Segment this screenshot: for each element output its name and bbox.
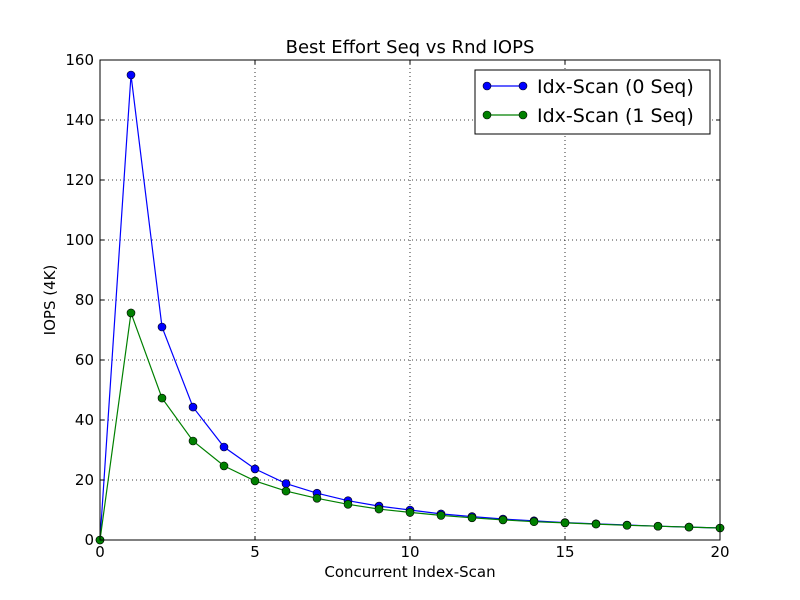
data-point xyxy=(157,322,167,332)
data-point xyxy=(188,402,198,412)
data-point xyxy=(684,522,694,532)
legend-marker xyxy=(482,110,492,120)
y-axis-label: IOPS (4K) xyxy=(41,265,59,336)
data-point xyxy=(188,436,198,446)
x-tick-label: 10 xyxy=(400,543,419,561)
data-point xyxy=(126,308,136,318)
legend-marker xyxy=(518,81,528,91)
data-point xyxy=(250,464,260,474)
data-point xyxy=(653,521,663,531)
grid xyxy=(100,60,720,540)
x-axis-label: Concurrent Index-Scan xyxy=(324,563,495,581)
data-point xyxy=(591,519,601,529)
data-point xyxy=(157,393,167,403)
legend-box xyxy=(474,69,711,135)
y-tick-label: 160 xyxy=(65,51,94,69)
y-tick-label: 40 xyxy=(75,411,94,429)
x-tick-label: 5 xyxy=(250,543,260,561)
series-layer xyxy=(95,70,725,545)
data-point xyxy=(405,508,415,517)
legend: Idx-Scan (0 Seq) Idx-Scan (1 Seq) xyxy=(474,69,711,135)
data-point xyxy=(281,479,291,488)
data-point xyxy=(219,442,229,452)
data-point xyxy=(250,476,260,486)
data-point xyxy=(622,520,632,530)
y-tick-label: 60 xyxy=(75,351,94,369)
y-tick-label: 120 xyxy=(65,171,94,189)
data-point xyxy=(126,70,136,80)
ticks: 0 5 10 15 20 0 20 40 60 80 100 120 140 160 xyxy=(65,51,729,561)
y-tick-label: 100 xyxy=(65,231,94,249)
legend-label: Idx-Scan (0 Seq) xyxy=(537,76,694,98)
y-tick-label: 80 xyxy=(75,291,94,309)
x-tick-label: 15 xyxy=(555,543,574,561)
data-point xyxy=(560,518,570,528)
chart-title: Best Effort Seq vs Rnd IOPS xyxy=(286,37,535,58)
data-point xyxy=(467,513,477,523)
y-tick-label: 0 xyxy=(84,531,94,549)
data-point xyxy=(343,499,353,509)
legend-marker xyxy=(482,81,492,91)
y-tick-label: 20 xyxy=(75,471,94,489)
data-point xyxy=(498,515,508,525)
y-tick-label: 140 xyxy=(65,111,94,129)
data-point xyxy=(281,486,291,496)
data-point xyxy=(312,493,322,503)
legend-marker xyxy=(518,110,528,120)
data-point xyxy=(219,461,229,471)
data-point xyxy=(436,511,446,520)
data-point xyxy=(374,504,384,514)
data-point xyxy=(529,517,539,527)
x-tick-label: 0 xyxy=(95,543,105,561)
x-tick-label: 20 xyxy=(710,543,729,561)
legend-label: Idx-Scan (1 Seq) xyxy=(537,105,694,127)
